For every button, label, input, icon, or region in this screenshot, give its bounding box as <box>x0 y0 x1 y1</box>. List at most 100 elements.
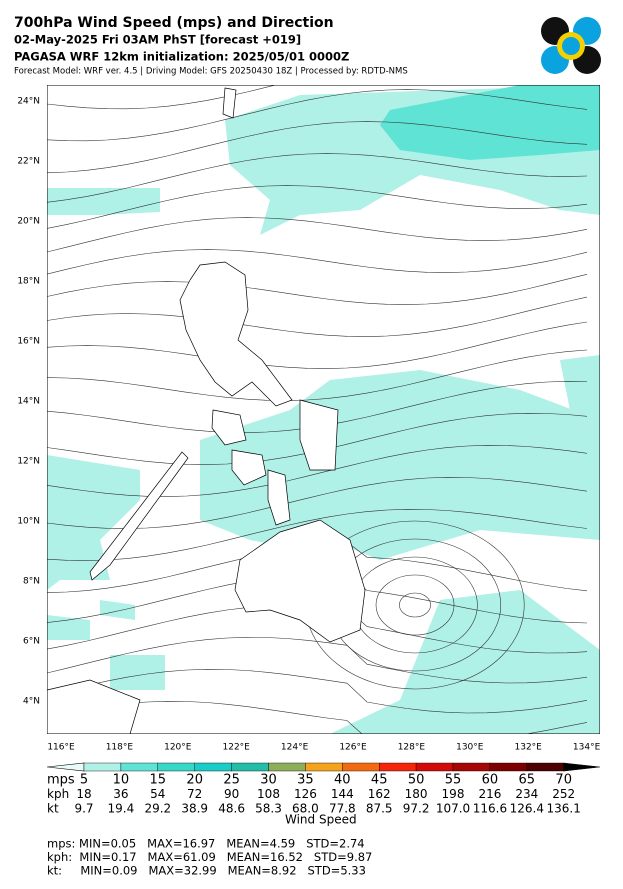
lat-label: 18°N <box>17 277 40 287</box>
colorbar-label: 58.3 <box>255 802 282 816</box>
streamline <box>47 249 588 275</box>
lat-label: 16°N <box>17 337 40 347</box>
colorbar-segment <box>526 762 564 772</box>
streamline <box>47 636 588 684</box>
lat-label: 20°N <box>17 217 40 227</box>
lat-label: 8°N <box>23 577 40 587</box>
colorbar-label: 25 <box>223 773 240 788</box>
colorbar-label: 40 <box>334 773 351 788</box>
lon-label: 134°E <box>573 743 601 753</box>
colorbar-label: 38.9 <box>181 802 208 816</box>
streamline <box>47 296 588 337</box>
colorbar-segment <box>379 762 417 772</box>
lon-label: 128°E <box>398 743 426 753</box>
colorbar-label: 30 <box>260 773 277 788</box>
lon-label: 130°E <box>456 743 484 753</box>
streamline <box>47 89 588 142</box>
colorbar-label: 90 <box>224 787 239 801</box>
colorbar-extend <box>46 762 85 772</box>
colorbar-label: 68.0 <box>292 802 319 816</box>
colorbar-label: 20 <box>186 773 203 788</box>
colorbar-label: 136.1 <box>547 802 581 816</box>
colorbar-label: 116.6 <box>473 802 507 816</box>
lat-label: 6°N <box>23 637 40 647</box>
streamline <box>47 508 588 561</box>
stats-line: mps: MIN=0.05 MAX=16.97 MEAN=4.59 STD=2.… <box>47 837 365 851</box>
unit-label: kph <box>47 787 69 801</box>
unit-label: mps <box>47 773 75 788</box>
lat-label: 4°N <box>23 697 40 707</box>
colorbar-label: 216 <box>478 787 501 801</box>
colorbar-segment <box>194 762 232 772</box>
subtitle: Forecast Model: WRF ver. 4.5 | Driving M… <box>14 67 408 77</box>
subtitle: 02-May-2025 Fri 03AM PhST [forecast +019… <box>14 33 301 47</box>
colorbar-label: 45 <box>371 773 388 788</box>
lat-label: 24°N <box>17 97 40 107</box>
colorbar-label: 48.6 <box>218 802 245 816</box>
vortex <box>399 592 431 618</box>
colorbar-label: 5 <box>80 773 88 788</box>
colorbar-label: 36 <box>113 787 128 801</box>
colorbar-label: 55 <box>445 773 462 788</box>
colorbar-label: 29.2 <box>144 802 171 816</box>
stats-line: kph: MIN=0.17 MAX=61.09 MEAN=16.52 STD=9… <box>47 850 372 864</box>
lon-label: 116°E <box>47 743 75 753</box>
lon-label: 132°E <box>515 743 543 753</box>
vortex <box>375 574 455 636</box>
lon-label: 118°E <box>106 743 134 753</box>
colorbar-label: 180 <box>405 787 428 801</box>
subtitle: PAGASA WRF 12km initialization: 2025/05/… <box>14 50 349 64</box>
lon-label: 126°E <box>339 743 367 753</box>
colorbar-label: 15 <box>150 773 167 788</box>
colorbar-label: 198 <box>442 787 465 801</box>
colorbar-label: 19.4 <box>108 802 135 816</box>
colorbar-label: 9.7 <box>74 802 93 816</box>
lon-label: 120°E <box>164 743 192 753</box>
colorbar-title: Wind Speed <box>285 813 357 827</box>
map <box>47 85 600 734</box>
lon-label: 124°E <box>281 743 309 753</box>
colorbar-extend <box>563 762 601 772</box>
colorbar-label: 35 <box>297 773 314 788</box>
streamline <box>47 668 588 714</box>
colorbar-segment <box>452 762 491 772</box>
colorbar-segment <box>83 762 122 772</box>
colorbar-label: 65 <box>519 773 536 788</box>
colorbar-label: 87.5 <box>366 802 393 816</box>
lat-label: 10°N <box>17 517 40 527</box>
colorbar-segment <box>120 762 159 772</box>
colorbar-label: 126 <box>294 787 317 801</box>
lat-label: 14°N <box>17 397 40 407</box>
colorbar-label: 144 <box>331 787 354 801</box>
colorbar-label: 234 <box>515 787 538 801</box>
streamline <box>47 349 588 401</box>
colorbar-label: 10 <box>113 773 130 788</box>
colorbar-label: 252 <box>552 787 575 801</box>
streamline <box>47 185 588 229</box>
streamline <box>47 121 588 174</box>
colorbar-segment <box>489 762 527 772</box>
colorbar-label: 162 <box>368 787 391 801</box>
streamline <box>47 153 588 203</box>
streamline <box>47 444 588 497</box>
colorbar-segment <box>415 762 454 772</box>
colorbar-label: 108 <box>257 787 280 801</box>
streamline <box>47 274 588 305</box>
colorbar-segment <box>231 762 269 772</box>
lon-label: 122°E <box>223 743 251 753</box>
colorbar-segment <box>342 762 380 772</box>
colorbar-label: 60 <box>482 773 499 788</box>
logo <box>541 17 601 74</box>
colorbar-label: 107.0 <box>436 802 470 816</box>
colorbar-label: 18 <box>76 787 91 801</box>
colorbar-segment <box>268 762 306 772</box>
colorbar-label: 126.4 <box>510 802 544 816</box>
colorbar-label: 72 <box>187 787 202 801</box>
colorbar-label: 70 <box>555 773 572 788</box>
lat-label: 12°N <box>17 457 40 467</box>
streamline <box>47 321 588 369</box>
title: 700hPa Wind Speed (mps) and Direction <box>14 15 334 31</box>
colorbar-label: 77.8 <box>329 802 356 816</box>
streamline <box>47 85 277 110</box>
